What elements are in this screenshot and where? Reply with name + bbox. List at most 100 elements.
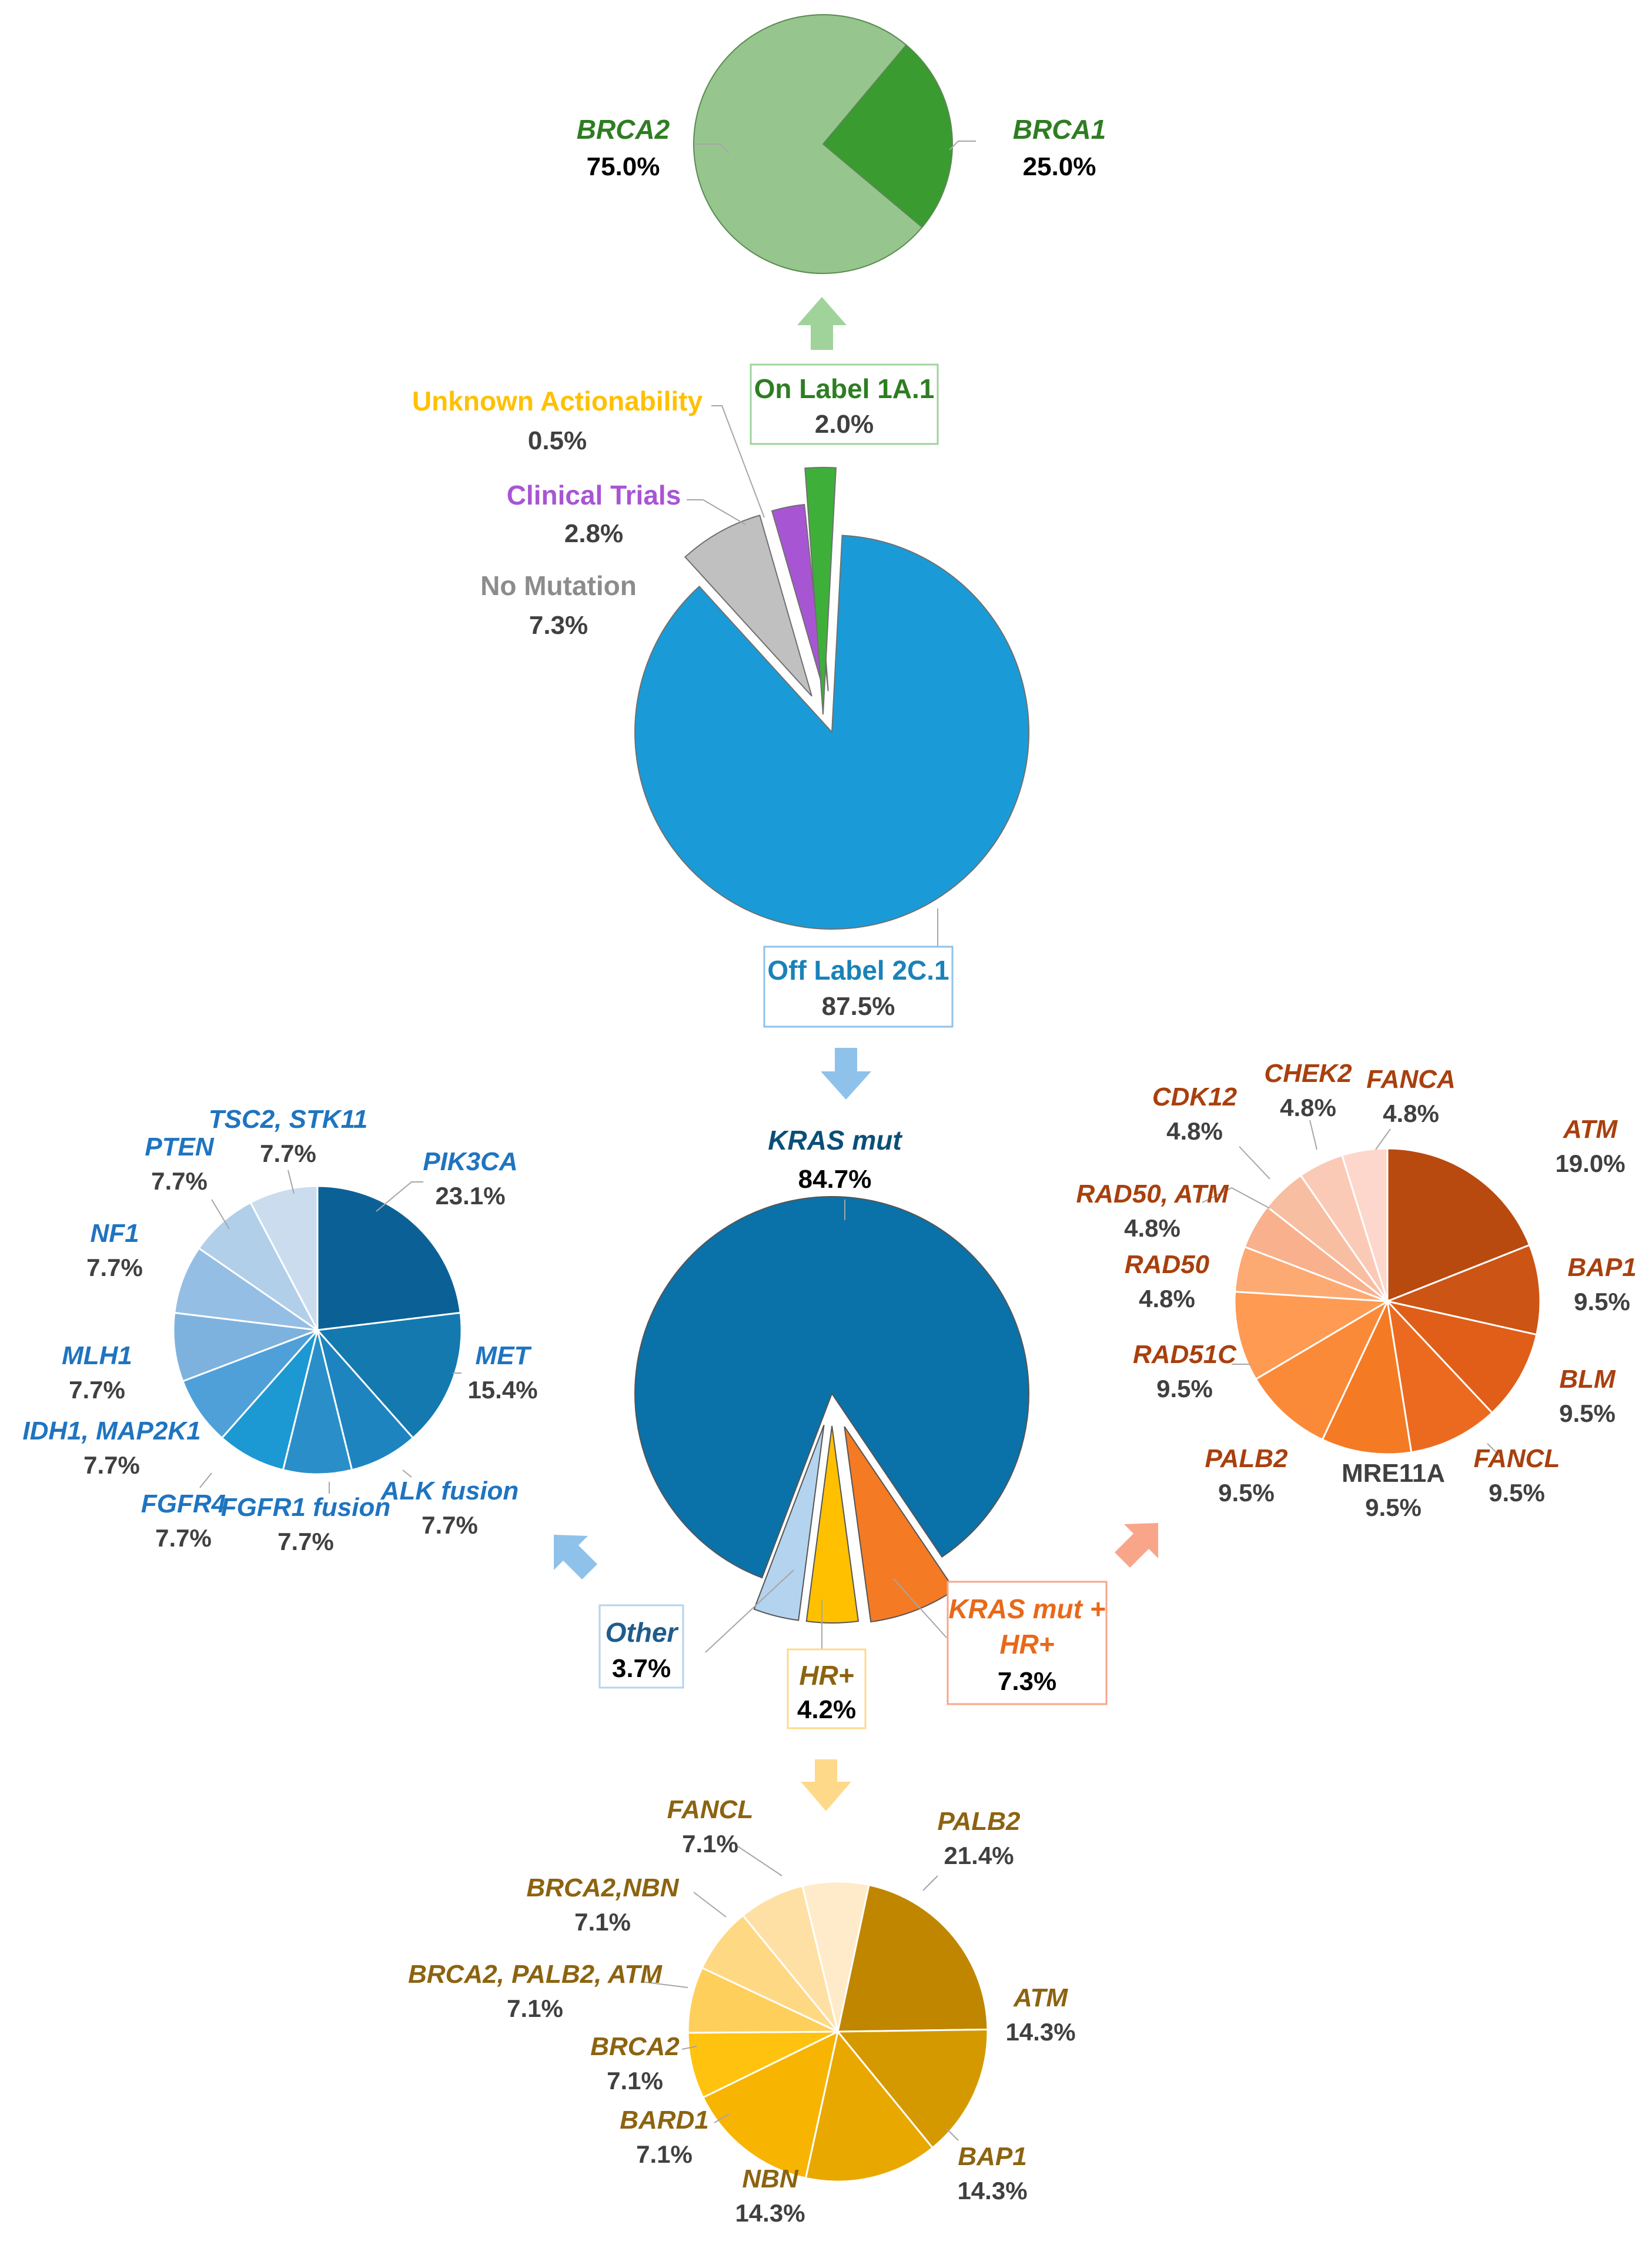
other-fgfr1-fusion-value: 7.7% xyxy=(277,1528,334,1555)
other-fgfr4-value: 7.7% xyxy=(155,1524,212,1552)
hr-slice-palb2 xyxy=(837,1883,989,2033)
krashr-rad50-atm-label: RAD50, ATM xyxy=(1076,1180,1229,1208)
hr-brca2-nbn-value: 7.1% xyxy=(574,1908,631,1936)
other-mlh1-value: 7.7% xyxy=(69,1376,125,1404)
other-fgfr4-label: FGFR4 xyxy=(141,1489,226,1518)
brca2-leader-line xyxy=(695,143,730,153)
krashr-slice-fancl xyxy=(1386,1298,1494,1454)
actionability-pie-labels: On Label 1A.1 2.0% Unknown Actionability… xyxy=(412,363,954,1028)
hr-brca2-palb2-atm-leader-line xyxy=(640,1981,688,1988)
other-mlh1-label: MLH1 xyxy=(62,1341,132,1370)
on-label-label: On Label 1A.1 xyxy=(754,373,935,404)
brca1-value: 25.0% xyxy=(1023,152,1096,181)
other-nf1-label: NF1 xyxy=(90,1219,139,1248)
krashr-slice-bap1 xyxy=(1384,1244,1541,1336)
other-slice-nf1 xyxy=(173,1247,318,1331)
main-slice-on-label-1a-1 xyxy=(804,467,837,715)
kras-pie-chart xyxy=(634,1196,1029,1624)
krashr-rad50-value: 4.8% xyxy=(1139,1285,1195,1312)
krashr-palb2-label: PALB2 xyxy=(1205,1444,1289,1473)
hr-bard1-leader-line xyxy=(714,2113,730,2123)
krashr-fancl-value: 9.5% xyxy=(1489,1479,1545,1507)
krashr-rad50-atm-leader-line xyxy=(1202,1187,1270,1209)
hr-atm-label: ATM xyxy=(1013,1983,1068,2012)
other-slice-tsc2-stk11 xyxy=(249,1185,319,1331)
hr-atm-value: 14.3% xyxy=(1005,2018,1075,2046)
krashr-slice-palb2 xyxy=(1255,1299,1390,1441)
krashr-bap1-label: BAP1 xyxy=(1567,1253,1636,1282)
hr-bard1-label: BARD1 xyxy=(620,2106,709,2135)
krashr-cdk12-label: CDK12 xyxy=(1152,1083,1238,1111)
brca1-label: BRCA1 xyxy=(1013,114,1106,145)
kras-hr-label-line2: HR+ xyxy=(999,1629,1054,1659)
kras-hr-box xyxy=(947,1581,1108,1705)
other-pten-leader-line xyxy=(211,1199,230,1230)
hr-slice-nbn xyxy=(701,2030,840,2179)
other-tsc2-stk11-leader-line xyxy=(287,1170,295,1194)
hr-slice-brca2-palb2-atm xyxy=(701,1914,839,2033)
hr-brca2-nbn-label: BRCA2,NBN xyxy=(526,1873,679,1902)
arrow-down-blue xyxy=(821,1048,871,1100)
other-idh1-map2k1-label: IDH1, MAP2K1 xyxy=(22,1417,200,1445)
other-pten-label: PTEN xyxy=(145,1133,215,1161)
clinical-trials-value: 2.8% xyxy=(564,519,623,548)
other-alk-fusion-leader-line xyxy=(402,1469,412,1478)
krashr-slice-mre11a xyxy=(1321,1298,1413,1455)
krashr-fanca-label: FANCA xyxy=(1366,1065,1456,1094)
hr-palb2-value: 21.4% xyxy=(944,1842,1014,1869)
other-slice-fgfr4 xyxy=(220,1330,319,1471)
hr-brca2-leader-line xyxy=(681,2046,697,2050)
no-mutation-label: No Mutation xyxy=(480,570,637,601)
krashr-slice-atm xyxy=(1386,1147,1531,1303)
hr-slice-bard1 xyxy=(687,2030,838,2099)
main-slice-off-label-2c-1 xyxy=(634,535,1029,930)
krashr-chek2-leader-line xyxy=(1309,1120,1317,1150)
krashr-slice-fanca xyxy=(1340,1147,1389,1302)
hr-brca2-value: 7.1% xyxy=(607,2067,663,2095)
no-mutation-value: 7.3% xyxy=(529,611,588,640)
krashr-slice-blm xyxy=(1385,1300,1538,1414)
hr-box xyxy=(787,1648,867,1729)
krashr-chek2-label: CHEK2 xyxy=(1264,1059,1352,1088)
krashr-bap1-value: 9.5% xyxy=(1574,1288,1630,1315)
other-pie-chart xyxy=(172,1185,463,1475)
subchart-labels: PIK3CA 23.1% MET 15.4% ALK fusion 7.7% FGFR1 f… xyxy=(22,1059,1636,2227)
hr-slice-atm xyxy=(835,2028,989,2149)
other-leader-line xyxy=(705,1569,794,1653)
other-box xyxy=(598,1604,684,1689)
hr-bard1-value: 7.1% xyxy=(636,2140,693,2168)
hr-bap1-leader-line xyxy=(946,2128,959,2141)
top-slice-brca1 xyxy=(822,44,953,228)
krashr-mre11a-label: MRE11A xyxy=(1342,1459,1445,1488)
hr-fancl-leader-line xyxy=(737,1846,782,1876)
other-alk-fusion-label: ALK fusion xyxy=(380,1477,519,1505)
clinical-leader-line xyxy=(687,499,746,525)
other-slice-pten xyxy=(198,1201,319,1331)
main-slice-no-mutation xyxy=(684,515,812,697)
hr-bap1-value: 14.3% xyxy=(957,2177,1027,2204)
hr-value: 4.2% xyxy=(797,1695,856,1724)
arrow-upleft-blue xyxy=(554,1535,597,1579)
hr-slice-brca2-nbn xyxy=(741,1885,839,2032)
hr-slice-fancl xyxy=(801,1880,870,2032)
hr-fancl-value: 7.1% xyxy=(682,1830,738,1858)
actionability-pie-chart xyxy=(634,467,1029,930)
hr-slice-brca2 xyxy=(687,1966,838,2034)
on-label-box xyxy=(750,363,939,445)
kras-hr-leader-line xyxy=(893,1578,947,1638)
krashr-atm-value: 19.0% xyxy=(1555,1150,1625,1177)
krashr-atm-label: ATM xyxy=(1563,1115,1618,1144)
other-idh1-map2k1-value: 7.7% xyxy=(83,1451,140,1479)
hr-fancl-label: FANCL xyxy=(667,1795,754,1824)
other-met-label: MET xyxy=(476,1341,532,1370)
hr-slice-bap1 xyxy=(804,2029,934,2183)
krashr-blm-label: BLM xyxy=(1559,1365,1616,1394)
other-label: Other xyxy=(606,1617,679,1648)
other-pik3ca-leader-line xyxy=(376,1181,423,1212)
other-tsc2-stk11-label: TSC2, STK11 xyxy=(209,1105,368,1134)
hr-brca2-palb2-atm-label: BRCA2, PALB2, ATM xyxy=(408,1960,663,1989)
other-slice-met xyxy=(315,1311,463,1439)
other-tsc2-stk11-value: 7.7% xyxy=(260,1140,316,1167)
unknown-actionability-value: 0.5% xyxy=(528,426,587,455)
brca2-label: BRCA2 xyxy=(577,114,670,145)
